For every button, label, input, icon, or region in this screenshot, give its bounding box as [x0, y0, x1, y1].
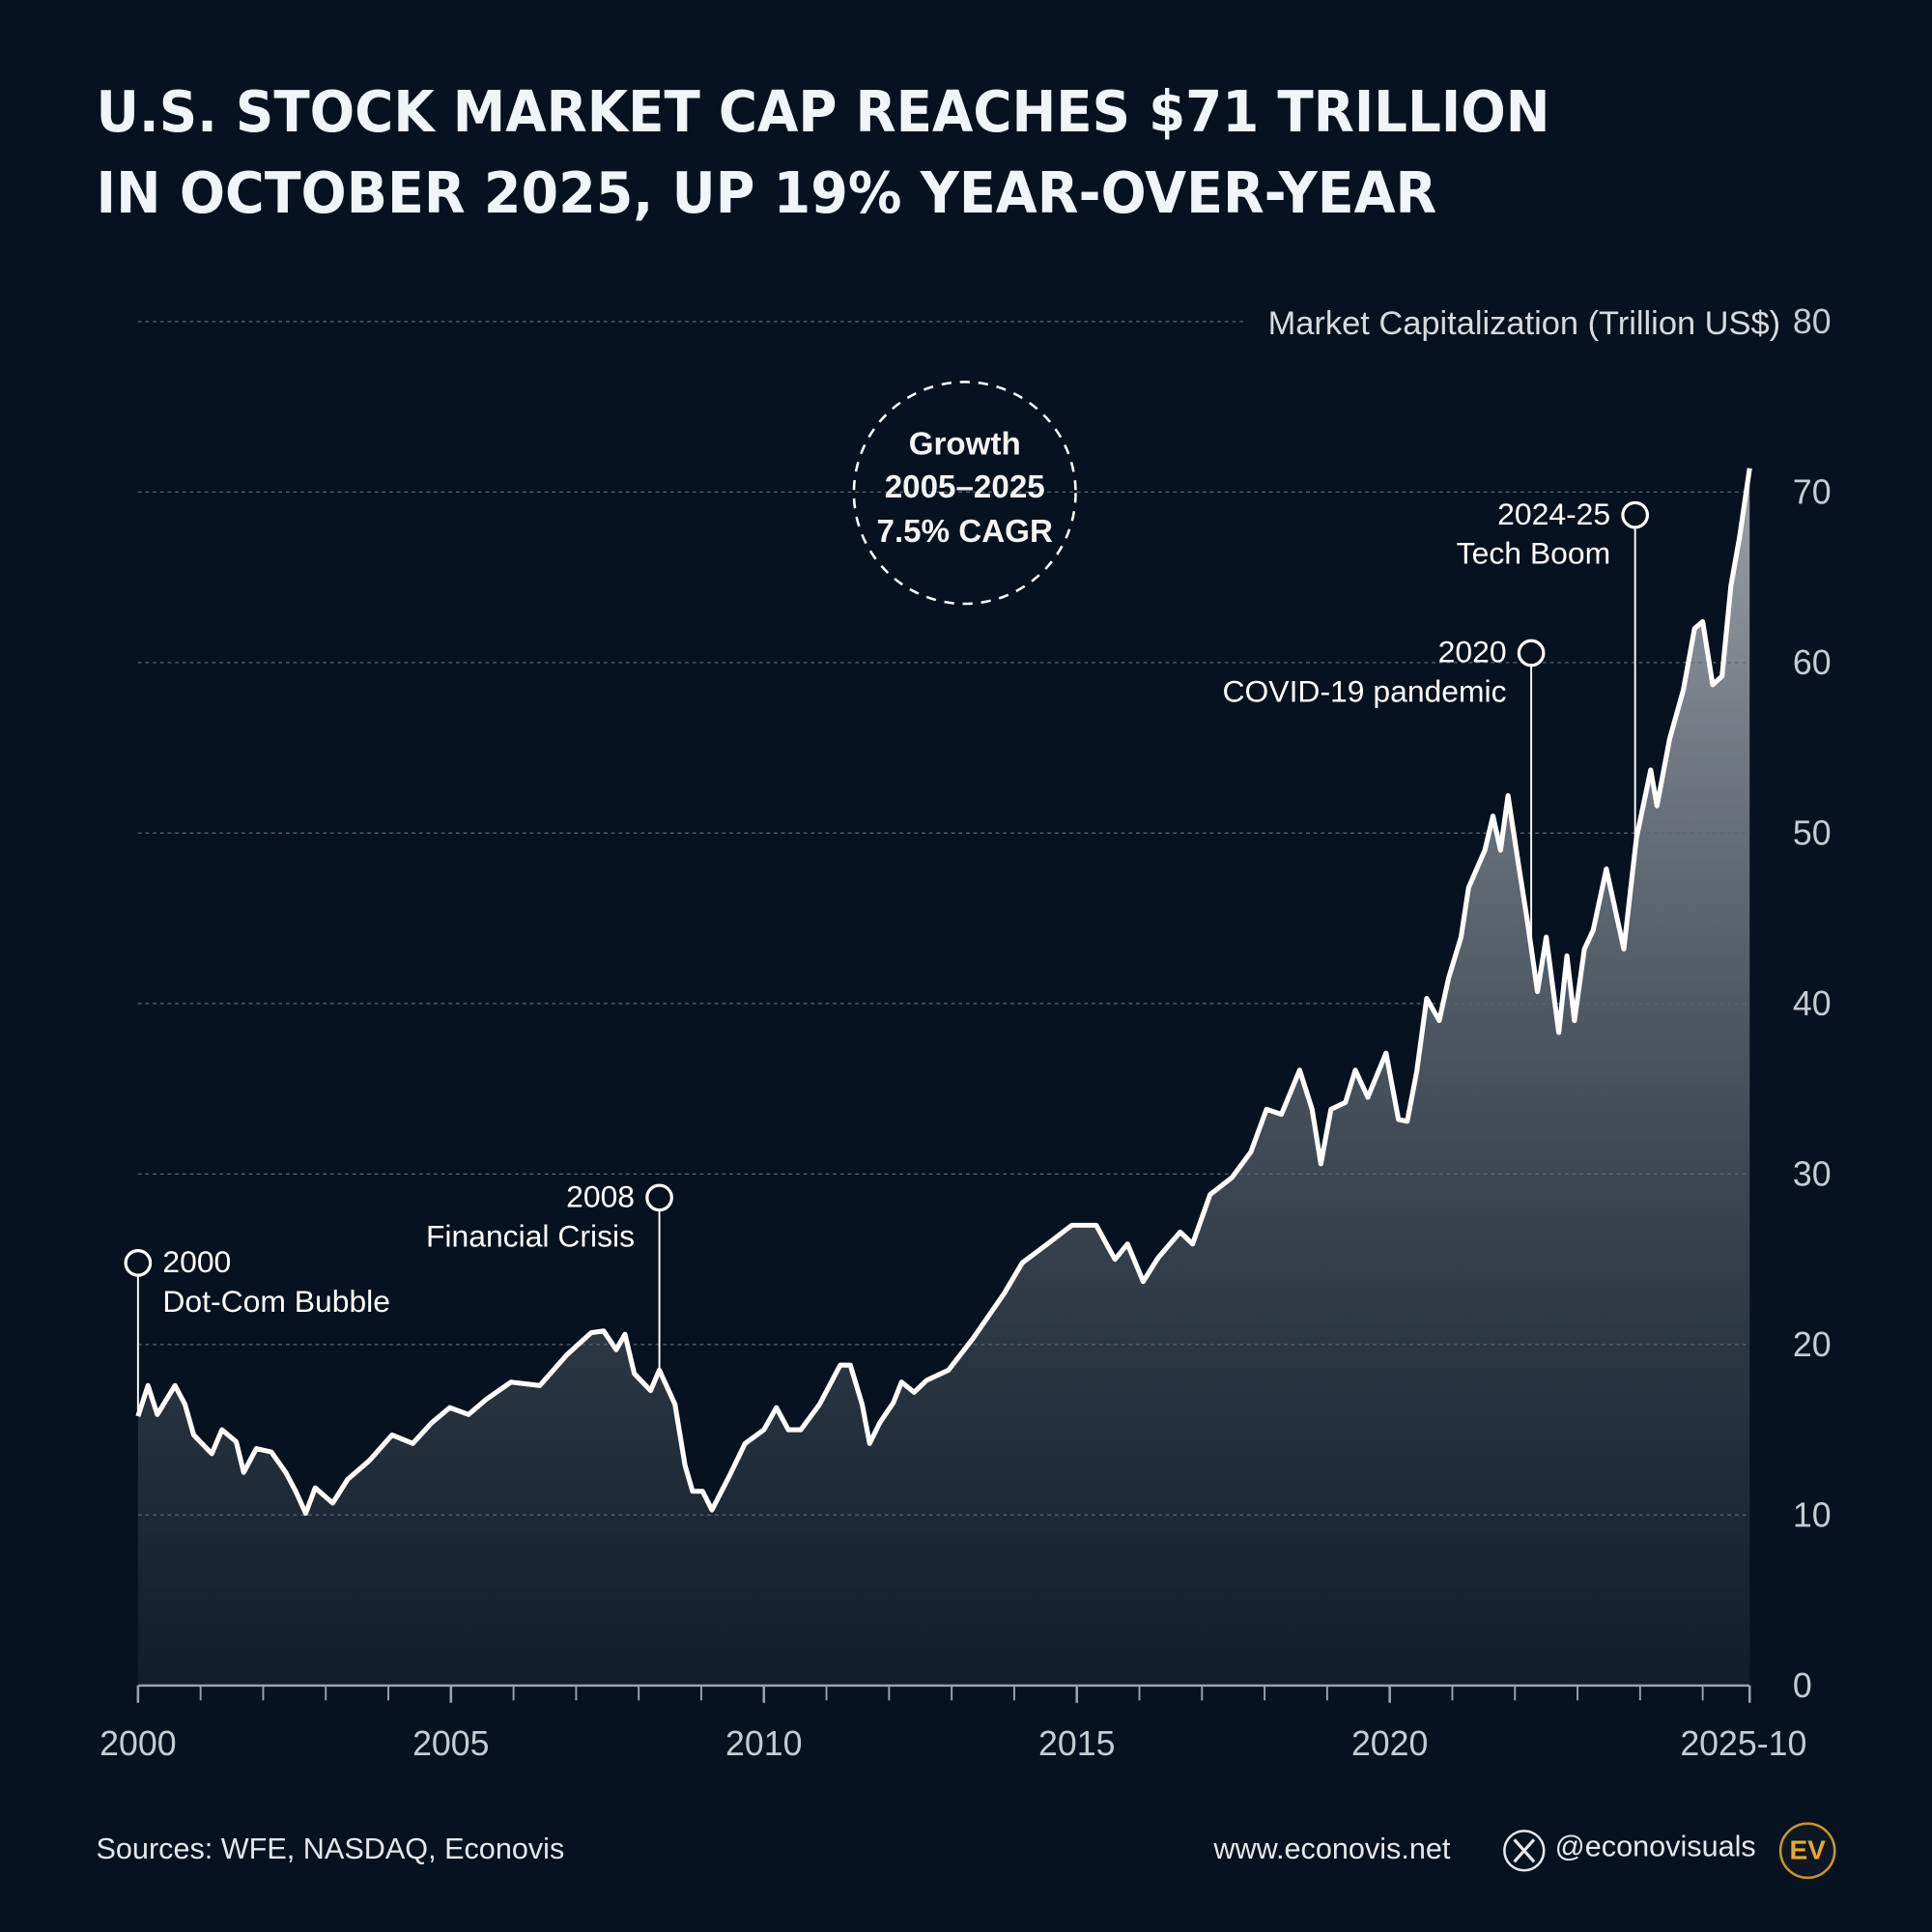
annotation-text: Dot-Com Bubble — [162, 1284, 390, 1319]
x-tick-label: 2005 — [412, 1724, 489, 1763]
callout-text: 2005–2025 — [885, 469, 1045, 505]
annotation-marker — [124, 1249, 153, 1277]
chart-title: U.S. STOCK MARKET CAP REACHES $71 TRILLI… — [96, 79, 1549, 145]
y-tick-label: 50 — [1793, 813, 1832, 852]
area — [137, 468, 1750, 1686]
y-tick-label: 20 — [1793, 1325, 1832, 1364]
y-tick-label: 40 — [1793, 984, 1832, 1023]
y-tick-label: 30 — [1793, 1154, 1832, 1193]
annotation-text: Financial Crisis — [426, 1218, 635, 1253]
annotation-marker — [1621, 500, 1650, 529]
y-tick-label: 70 — [1793, 472, 1832, 511]
x-tick-label: 2010 — [725, 1724, 802, 1763]
callout-text: Growth — [909, 427, 1021, 463]
annotation-marker — [1517, 639, 1546, 668]
y-tick-label: 80 — [1793, 302, 1832, 341]
annotation-marker — [645, 1183, 673, 1212]
line — [135, 468, 1752, 1517]
annotation-label: 2020 — [1438, 635, 1507, 669]
source: Sources: WFE, NASDAQ, Econovis — [96, 1833, 564, 1865]
y-tick-label: 10 — [1793, 1495, 1832, 1534]
y-tick-label: 0 — [1793, 1666, 1812, 1705]
website: www.econovis.net — [1212, 1833, 1450, 1865]
annotation-label: 2000 — [162, 1244, 231, 1279]
annotation-text: Tech Boom — [1457, 536, 1610, 571]
chart-title: IN OCTOBER 2025, UP 19% YEAR-OVER-YEAR — [96, 160, 1436, 226]
logo-circle — [1778, 1822, 1836, 1880]
plot-area: 0 10 20 30 40 50 60 70 80 2000 2005 2010 2015 2020 202… — [99, 302, 1831, 1763]
x-tick-label: 2000 — [99, 1724, 176, 1763]
annotation-label: 2008 — [566, 1179, 635, 1213]
annotation-label: 2024-25 — [1497, 497, 1610, 531]
annotation-text: COVID-19 pandemic — [1223, 674, 1507, 709]
y-tick-label: 60 — [1793, 643, 1832, 682]
callout-text: 7.5% CAGR — [877, 514, 1053, 550]
x-logo — [1503, 1830, 1546, 1872]
x-tick-label: 2020 — [1351, 1724, 1428, 1763]
x-tick-label: 2025-10 — [1680, 1724, 1806, 1763]
y-axis-label: Market Capitalization (Trillion US$) — [1268, 305, 1781, 342]
x-tick-label: 2015 — [1038, 1724, 1115, 1763]
callout-circle — [852, 381, 1077, 606]
handle: @econovisuals — [1555, 1830, 1756, 1862]
logo: EV — [1789, 1834, 1826, 1864]
